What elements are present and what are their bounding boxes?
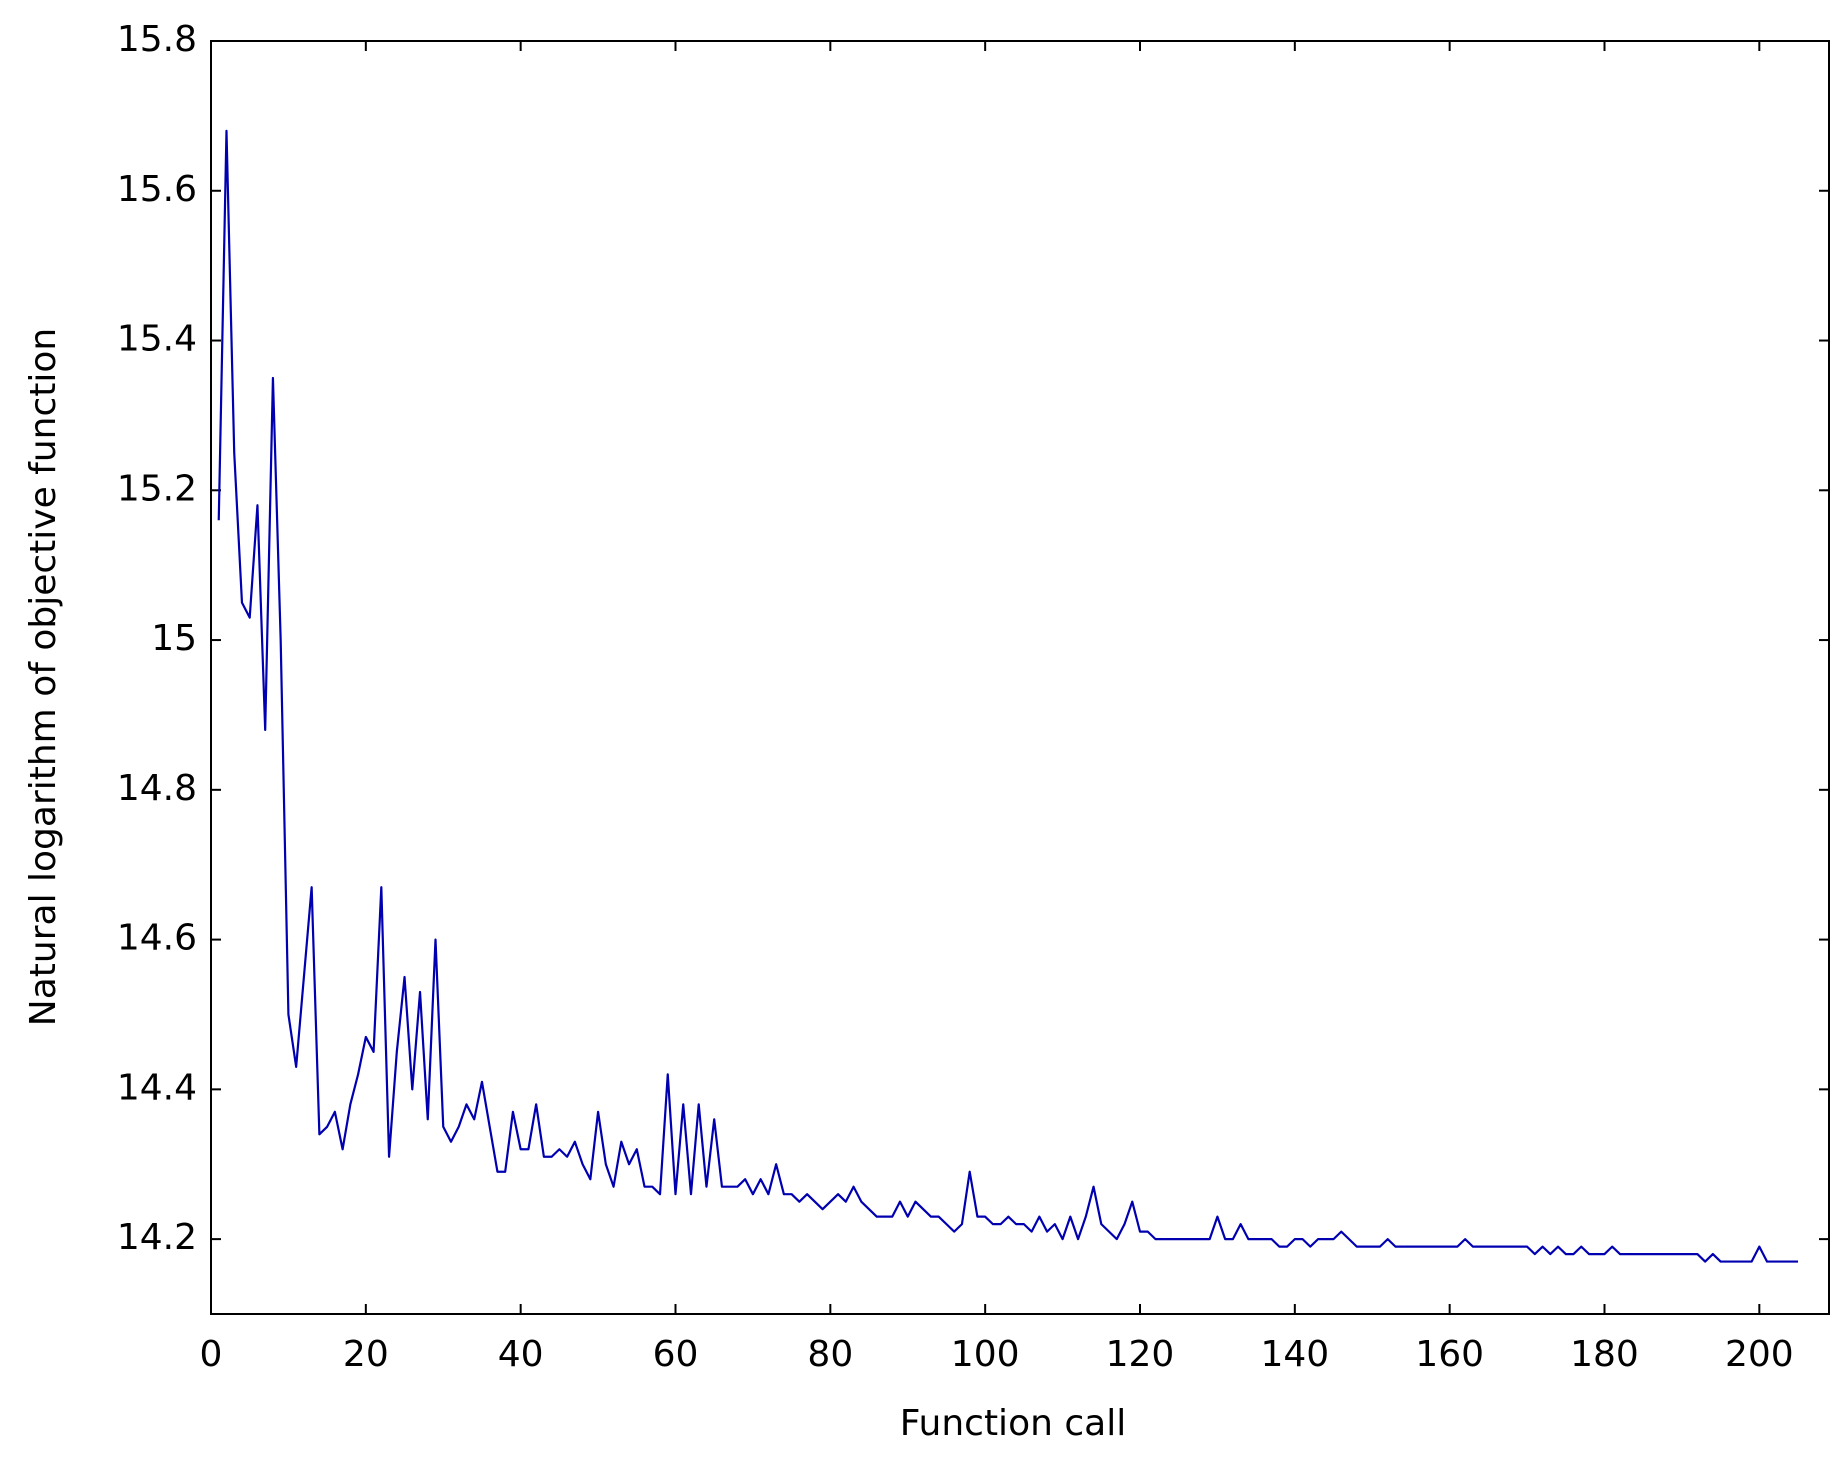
- y-tick-label: 15.6: [117, 169, 197, 210]
- y-tick-label: 15.4: [117, 319, 197, 360]
- x-tick-label: 100: [951, 1334, 1020, 1375]
- y-axis-label: Natural logarithm of objective function: [23, 328, 64, 1026]
- x-tick-label: 160: [1415, 1334, 1484, 1375]
- y-tick-label: 15.2: [117, 468, 197, 509]
- y-tick-label: 14.6: [117, 918, 197, 959]
- x-tick-label: 120: [1106, 1334, 1175, 1375]
- plot-frame: [210, 40, 1830, 1315]
- y-tick-label: 14.8: [117, 768, 197, 809]
- x-tick-label: 20: [343, 1334, 389, 1375]
- y-tick-label: 14.4: [117, 1067, 197, 1108]
- x-tick-label: 80: [807, 1334, 853, 1375]
- x-axis-label: Function call: [900, 1403, 1126, 1444]
- x-tick-label: 140: [1260, 1334, 1329, 1375]
- x-tick-label: 200: [1725, 1334, 1794, 1375]
- x-tick-label: 40: [498, 1334, 544, 1375]
- y-tick-label: 15: [151, 618, 197, 659]
- x-tick-label: 0: [200, 1334, 223, 1375]
- y-tick-label: 15.8: [117, 19, 197, 60]
- y-tick-label: 14.2: [117, 1217, 197, 1258]
- data-line: [217, 129, 1799, 1263]
- x-tick-label: 180: [1570, 1334, 1639, 1375]
- x-tick-label: 60: [653, 1334, 699, 1375]
